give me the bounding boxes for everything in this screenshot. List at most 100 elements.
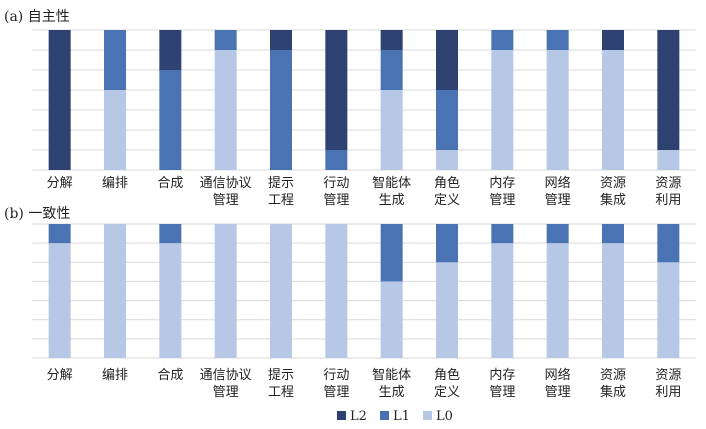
- bar-segment-l0: [380, 90, 403, 170]
- x-tick-label: 利用: [655, 193, 681, 208]
- x-tick-label: 管理: [323, 193, 349, 208]
- x-tick-label: 内存: [489, 175, 515, 191]
- bar-segment-l2: [380, 30, 403, 50]
- x-tick-label: 分解: [47, 368, 73, 383]
- legend-label-l1: L1: [393, 409, 410, 424]
- bar-segment-l0: [602, 50, 624, 170]
- x-tick-label: 工程: [268, 193, 294, 208]
- bar-segment-l1: [270, 50, 292, 170]
- legend-swatch-l0: [423, 411, 432, 420]
- x-tick-label: 合成: [157, 368, 183, 383]
- bar-segment-l0: [436, 150, 458, 170]
- x-tick-label: 生成: [379, 385, 405, 400]
- x-tick-label: 管理: [489, 193, 515, 208]
- bar-segment-l0: [657, 262, 680, 358]
- x-tick-label: 通信协议: [200, 368, 252, 383]
- bar-segment-l1: [491, 224, 514, 244]
- x-tick-label: 工程: [268, 385, 294, 400]
- bar-segment-l1: [104, 30, 126, 90]
- x-tick-label: 管理: [545, 193, 571, 208]
- legend-label-l0: L0: [436, 409, 453, 424]
- x-tick-label: 网络: [545, 367, 571, 383]
- bar-segment-l0: [159, 243, 182, 358]
- bar-segment-l0: [491, 50, 514, 170]
- x-tick-label: 管理: [213, 385, 239, 400]
- x-tick-label: 管理: [489, 385, 515, 400]
- bar-segment-l0: [214, 224, 237, 358]
- x-tick-label: 生成: [379, 193, 405, 208]
- x-tick-label: 集成: [600, 192, 626, 208]
- panel-title-autonomy: (a) 自主性: [4, 9, 70, 25]
- bar-segment-l0: [104, 224, 126, 358]
- x-tick-label: 提示: [268, 175, 294, 191]
- bar-segment-l0: [325, 224, 348, 358]
- x-tick-label: 管理: [545, 385, 571, 400]
- x-tick-label: 资源: [655, 176, 681, 191]
- x-tick-label: 行动: [323, 176, 349, 191]
- grid-consistency: [32, 223, 696, 359]
- x-tick-label: 网络: [545, 175, 571, 191]
- x-tick-label: 角色: [434, 175, 460, 191]
- x-tick-label: 定义: [434, 385, 460, 400]
- bar-segment-l0: [48, 243, 71, 358]
- x-tick-label: 利用: [655, 385, 681, 400]
- x-tick-label: 智能体: [372, 176, 411, 191]
- x-tick-label: 编排: [102, 368, 128, 383]
- panel-title-consistency: (b) 一致性: [4, 206, 70, 222]
- bar-segment-l1: [380, 224, 403, 282]
- x-tick-label: 资源: [655, 368, 681, 383]
- bar-segment-l0: [380, 281, 403, 358]
- bar-segment-l1: [48, 224, 71, 244]
- bar-segment-l0: [436, 262, 458, 358]
- bar-segment-l2: [325, 30, 348, 150]
- x-tick-label: 通信协议: [200, 176, 252, 191]
- bar-segment-l1: [546, 30, 569, 50]
- bar-segment-l2: [436, 30, 458, 90]
- grid-autonomy: [32, 29, 696, 171]
- bar-segment-l1: [491, 30, 514, 50]
- bar-segment-l2: [270, 30, 292, 50]
- bar-segment-l0: [104, 90, 126, 170]
- bar-segment-l1: [436, 90, 458, 150]
- x-tick-label: 分解: [47, 176, 73, 191]
- x-tick-label: 编排: [102, 176, 128, 191]
- bar-segment-l1: [159, 224, 182, 244]
- bar-segment-l0: [657, 150, 680, 170]
- bar-segment-l2: [657, 30, 680, 150]
- bars-consistency: [48, 224, 680, 358]
- legend-swatch-l1: [380, 411, 389, 420]
- x-tick-label: 内存: [489, 367, 515, 383]
- x-tick-label: 管理: [213, 193, 239, 208]
- bar-segment-l1: [159, 70, 182, 170]
- bar-segment-l1: [325, 150, 348, 170]
- x-tick-label: 资源: [600, 176, 626, 191]
- bar-segment-l0: [546, 50, 569, 170]
- bar-segment-l0: [214, 50, 237, 170]
- bar-segment-l1: [546, 224, 569, 244]
- bar-segment-l1: [380, 50, 403, 90]
- bar-segment-l1: [657, 224, 680, 263]
- x-tick-label: 行动: [323, 368, 349, 383]
- x-tick-label: 集成: [600, 384, 626, 400]
- x-tick-label: 提示: [268, 367, 294, 383]
- bar-segment-l0: [270, 224, 292, 358]
- bars-autonomy: [48, 30, 680, 170]
- legend-label-l2: L2: [350, 409, 367, 424]
- x-tick-label: 合成: [157, 176, 183, 191]
- x-tick-label: 资源: [600, 368, 626, 383]
- bar-segment-l2: [48, 30, 71, 170]
- bar-segment-l0: [546, 243, 569, 358]
- bar-segment-l1: [602, 224, 624, 244]
- bar-segment-l0: [602, 243, 624, 358]
- x-tick-label: 定义: [434, 193, 460, 208]
- bar-segment-l2: [602, 30, 624, 50]
- legend: L2 L1 L0: [337, 409, 453, 424]
- x-tick-label: 角色: [434, 367, 460, 383]
- x-tick-label: 管理: [323, 385, 349, 400]
- legend-swatch-l2: [337, 411, 346, 420]
